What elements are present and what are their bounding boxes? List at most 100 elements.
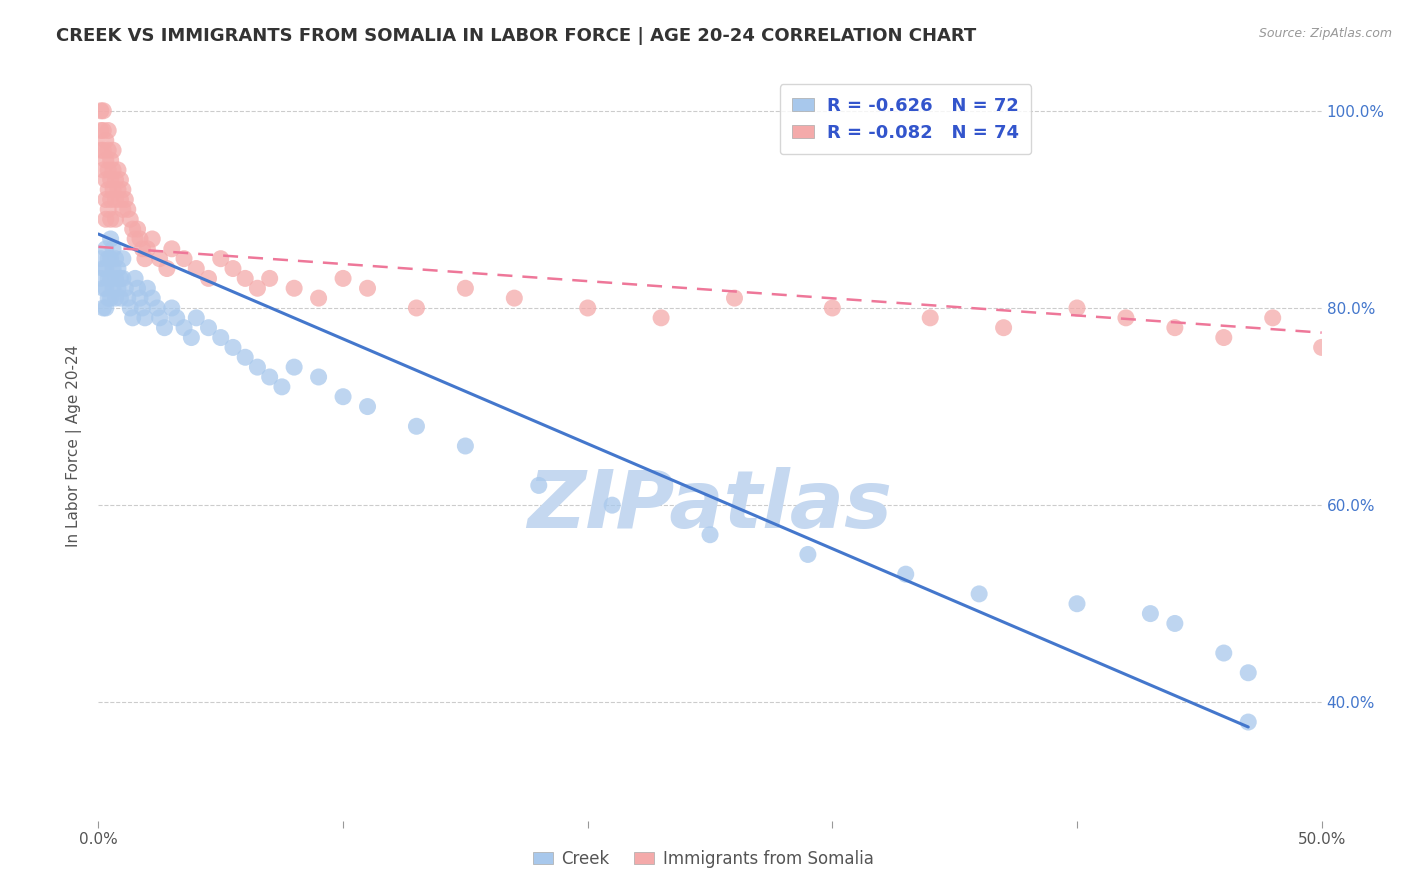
- Point: [332, 271, 354, 285]
- Point: [503, 291, 526, 305]
- Point: [100, 252, 122, 266]
- Point: [1066, 597, 1088, 611]
- Point: [94, 173, 117, 187]
- Point: [101, 163, 124, 178]
- Point: [209, 252, 232, 266]
- Point: [100, 232, 122, 246]
- Point: [97, 163, 120, 178]
- Point: [111, 252, 134, 266]
- Point: [186, 310, 208, 325]
- Point: [1115, 310, 1137, 325]
- Point: [104, 212, 127, 227]
- Point: [91, 301, 114, 315]
- Point: [91, 143, 114, 157]
- Point: [166, 310, 188, 325]
- Point: [97, 271, 120, 285]
- Point: [129, 291, 152, 305]
- Point: [405, 301, 427, 315]
- Point: [90, 143, 112, 157]
- Point: [104, 252, 127, 266]
- Point: [134, 252, 156, 266]
- Point: [111, 271, 134, 285]
- Point: [97, 123, 120, 137]
- Point: [91, 163, 114, 178]
- Text: CREEK VS IMMIGRANTS FROM SOMALIA IN LABOR FORCE | AGE 20-24 CORRELATION CHART: CREEK VS IMMIGRANTS FROM SOMALIA IN LABO…: [56, 27, 977, 45]
- Y-axis label: In Labor Force | Age 20-24: In Labor Force | Age 20-24: [66, 345, 83, 547]
- Point: [283, 360, 305, 375]
- Point: [104, 193, 127, 207]
- Point: [100, 291, 122, 305]
- Point: [136, 281, 159, 295]
- Point: [356, 400, 378, 414]
- Point: [180, 330, 202, 344]
- Text: ZIPatlas: ZIPatlas: [527, 467, 893, 545]
- Point: [90, 123, 112, 137]
- Point: [246, 281, 269, 295]
- Point: [1164, 616, 1187, 631]
- Point: [110, 173, 132, 187]
- Point: [993, 320, 1015, 334]
- Point: [270, 380, 294, 394]
- Point: [120, 212, 142, 227]
- Point: [94, 261, 117, 276]
- Point: [97, 202, 120, 217]
- Point: [141, 291, 163, 305]
- Point: [173, 252, 195, 266]
- Point: [90, 271, 112, 285]
- Point: [405, 419, 427, 434]
- Legend: R = -0.626   N = 72, R = -0.082   N = 74: R = -0.626 N = 72, R = -0.082 N = 74: [780, 84, 1031, 154]
- Point: [94, 281, 117, 295]
- Point: [107, 281, 129, 295]
- Point: [91, 281, 114, 295]
- Point: [186, 261, 208, 276]
- Point: [527, 478, 550, 492]
- Point: [101, 242, 124, 256]
- Point: [101, 143, 124, 157]
- Point: [131, 242, 153, 256]
- Point: [101, 261, 124, 276]
- Point: [259, 271, 281, 285]
- Point: [134, 310, 156, 325]
- Point: [149, 252, 172, 266]
- Point: [146, 301, 169, 315]
- Point: [160, 301, 183, 315]
- Point: [283, 281, 305, 295]
- Point: [100, 271, 122, 285]
- Point: [1310, 340, 1333, 354]
- Point: [1139, 607, 1161, 621]
- Point: [101, 281, 124, 295]
- Point: [121, 222, 143, 236]
- Point: [121, 310, 143, 325]
- Point: [356, 281, 378, 295]
- Point: [110, 291, 132, 305]
- Point: [1261, 310, 1284, 325]
- Point: [101, 183, 124, 197]
- Point: [197, 271, 219, 285]
- Point: [110, 271, 132, 285]
- Point: [149, 310, 172, 325]
- Point: [90, 103, 112, 118]
- Point: [1066, 301, 1088, 315]
- Point: [233, 271, 256, 285]
- Point: [246, 360, 269, 375]
- Point: [94, 133, 117, 147]
- Text: Source: ZipAtlas.com: Source: ZipAtlas.com: [1258, 27, 1392, 40]
- Point: [104, 271, 127, 285]
- Point: [104, 173, 127, 187]
- Point: [107, 183, 129, 197]
- Point: [600, 498, 623, 512]
- Point: [94, 193, 117, 207]
- Point: [114, 193, 136, 207]
- Point: [141, 232, 163, 246]
- Point: [153, 320, 176, 334]
- Point: [894, 567, 917, 582]
- Point: [90, 252, 112, 266]
- Point: [129, 232, 152, 246]
- Point: [1237, 714, 1260, 729]
- Point: [110, 193, 132, 207]
- Point: [576, 301, 599, 315]
- Point: [332, 390, 354, 404]
- Point: [454, 281, 477, 295]
- Point: [650, 310, 672, 325]
- Point: [91, 261, 114, 276]
